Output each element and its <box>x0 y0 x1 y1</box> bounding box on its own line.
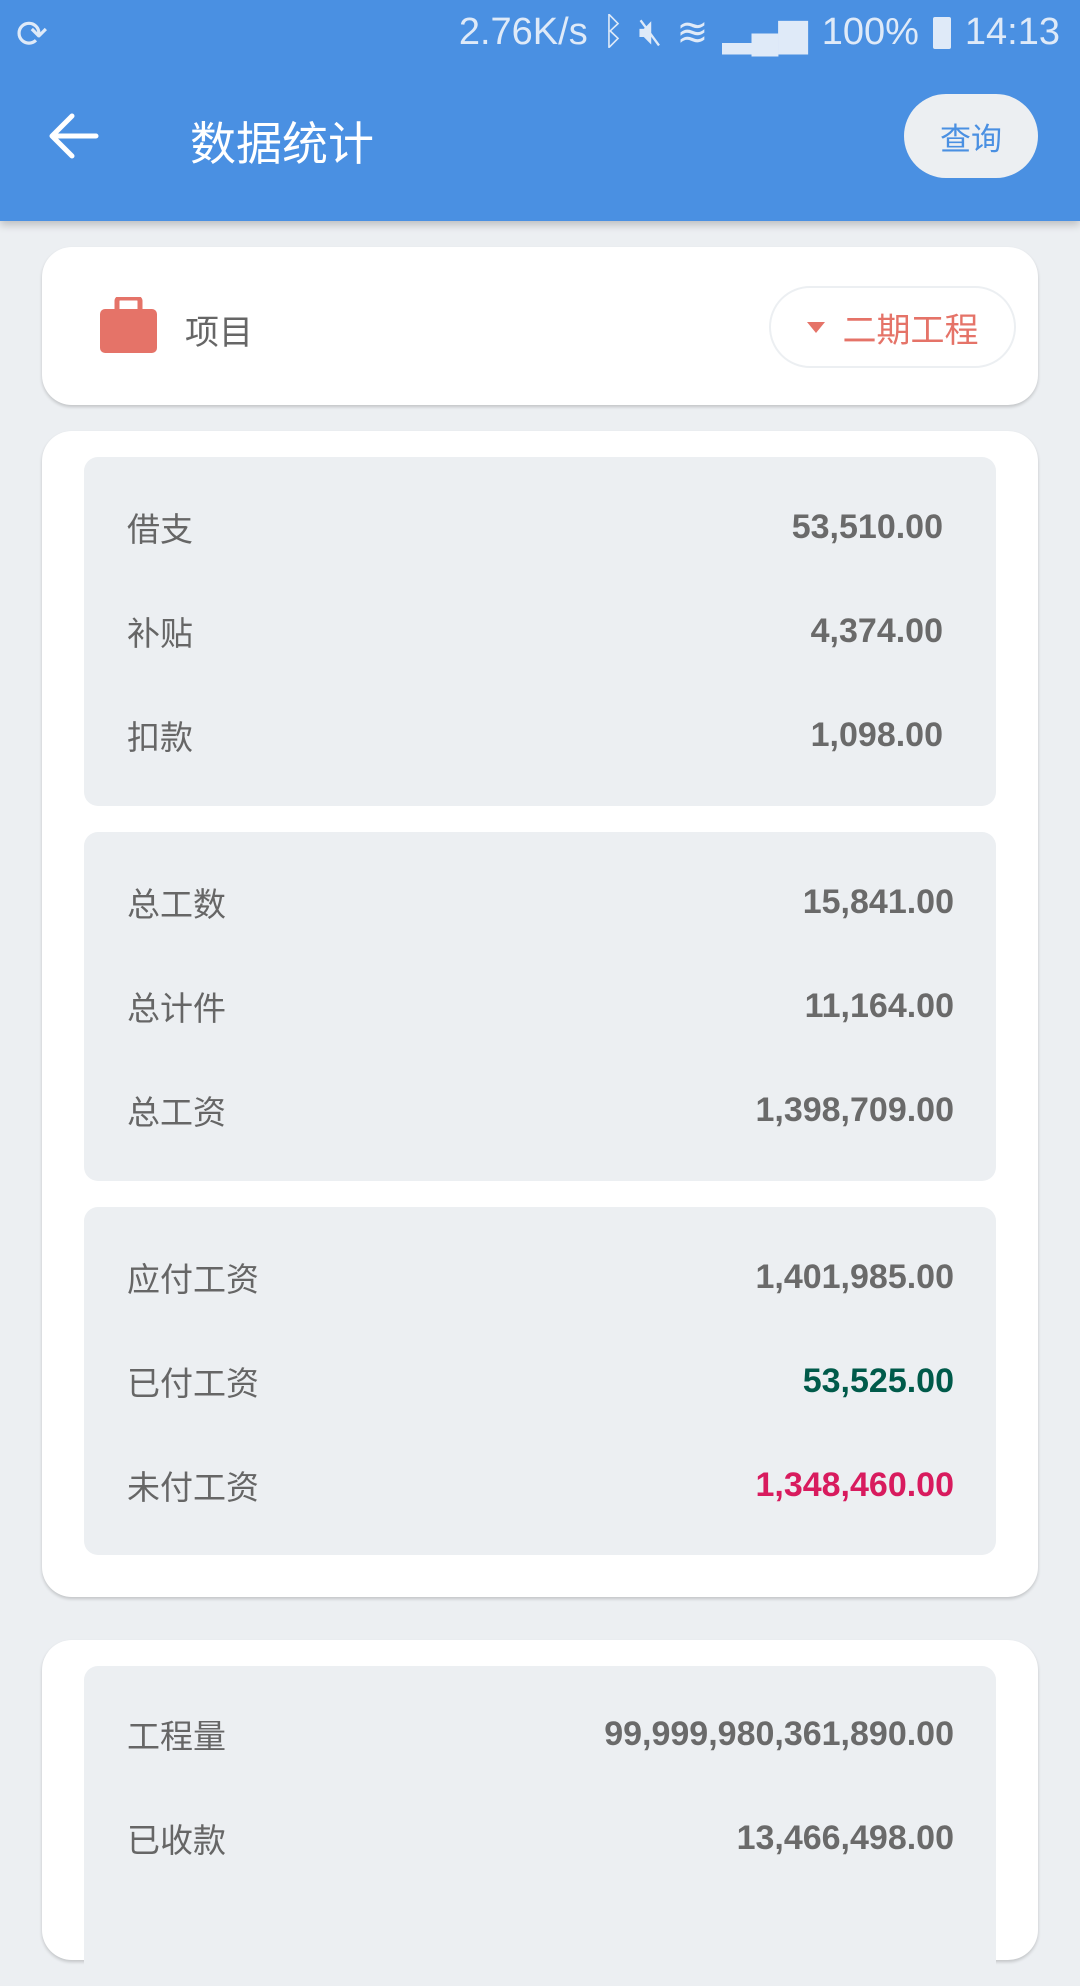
caret-down-icon <box>806 321 825 333</box>
stat-value: 15,841.00 <box>802 882 954 921</box>
signal-icon: ▂▄▆ <box>722 12 808 54</box>
stat-value: 99,999,980,361,890.00 <box>604 1714 954 1753</box>
stat-value: 1,398,709.00 <box>755 1090 954 1129</box>
stat-row: 工程量 99,999,980,361,890.00 <box>127 1704 954 1764</box>
app-bar: ⟳ 2.76K/s ᛒ 🔇︎ ≋ ▂▄▆ 100% 14:13 数据统计 查询 <box>0 0 1080 221</box>
query-button[interactable]: 查询 <box>904 94 1038 178</box>
stat-label: 借支 <box>127 510 193 549</box>
stat-row: 已付工资 53,525.00 <box>127 1351 954 1411</box>
stat-row: 未付工资 1,348,460.00 <box>127 1455 954 1515</box>
paid-wages-value: 53,525.00 <box>802 1361 954 1400</box>
stat-value: 53,510.00 <box>791 507 943 546</box>
net-speed: 2.76K/s <box>458 11 588 53</box>
stat-label: 补贴 <box>127 614 193 653</box>
project-selected: 二期工程 <box>842 310 979 351</box>
back-arrow-icon[interactable] <box>48 112 100 160</box>
stat-label: 应付工资 <box>127 1260 259 1299</box>
stat-row: 已收款 13,466,498.00 <box>127 1808 954 1868</box>
stat-value: 13,466,498.00 <box>736 1818 954 1857</box>
wifi-icon: ≋ <box>676 12 709 54</box>
stat-row: 总工资 1,398,709.00 <box>127 1080 954 1140</box>
stat-label: 扣款 <box>127 718 193 757</box>
mute-icon: 🔇︎ <box>638 11 663 53</box>
battery-level: 100% <box>821 11 919 53</box>
briefcase-icon <box>100 297 157 353</box>
project-label: 项目 <box>185 313 253 353</box>
stat-label: 未付工资 <box>127 1468 259 1507</box>
project-card: 项目 二期工程 <box>42 247 1038 405</box>
stat-row: 补贴 4,374.00 <box>127 601 943 661</box>
stat-label: 总工资 <box>127 1093 226 1132</box>
page-title: 数据统计 <box>190 117 374 171</box>
status-bar: ⟳ 2.76K/s ᛒ 🔇︎ ≋ ▂▄▆ 100% 14:13 <box>0 0 1080 64</box>
stat-label: 总计件 <box>127 989 226 1028</box>
stats-card: 借支 53,510.00 补贴 4,374.00 扣款 1,098.00 总工数 15,… <box>42 431 1038 1597</box>
sync-icon: ⟳ <box>16 14 48 56</box>
stat-value: 11,164.00 <box>804 986 954 1025</box>
project-dropdown[interactable]: 二期工程 <box>769 286 1016 368</box>
clock: 14:13 <box>964 11 1060 53</box>
stat-value: 1,098.00 <box>810 715 943 754</box>
stat-row: 应付工资 1,401,985.00 <box>127 1247 954 1307</box>
stat-label: 总工数 <box>127 885 226 924</box>
stats-group-advances: 借支 53,510.00 补贴 4,374.00 扣款 1,098.00 <box>84 457 996 806</box>
stat-value: 1,401,985.00 <box>755 1257 954 1296</box>
battery-charging-icon <box>932 16 951 49</box>
stats-group-project: 工程量 99,999,980,361,890.00 已收款 13,466,498.0… <box>84 1666 996 1986</box>
stat-row: 总计件 11,164.00 <box>127 976 954 1036</box>
project-stats-card: 工程量 99,999,980,361,890.00 已收款 13,466,498.0… <box>42 1640 1038 1986</box>
stats-group-wages: 应付工资 1,401,985.00 已付工资 53,525.00 未付工资 1,348… <box>84 1207 996 1555</box>
stat-label: 已收款 <box>127 1821 226 1860</box>
stat-label: 已付工资 <box>127 1364 259 1403</box>
stat-row: 借支 53,510.00 <box>127 497 943 557</box>
bluetooth-icon: ᛒ <box>601 11 625 53</box>
stat-label: 工程量 <box>127 1717 226 1756</box>
stat-value: 4,374.00 <box>810 611 943 650</box>
stats-group-work: 总工数 15,841.00 总计件 11,164.00 总工资 1,398,709.0… <box>84 832 996 1181</box>
stat-row: 总工数 15,841.00 <box>127 872 954 932</box>
stat-row: 扣款 1,098.00 <box>127 705 943 765</box>
unpaid-wages-value: 1,348,460.00 <box>755 1465 954 1504</box>
